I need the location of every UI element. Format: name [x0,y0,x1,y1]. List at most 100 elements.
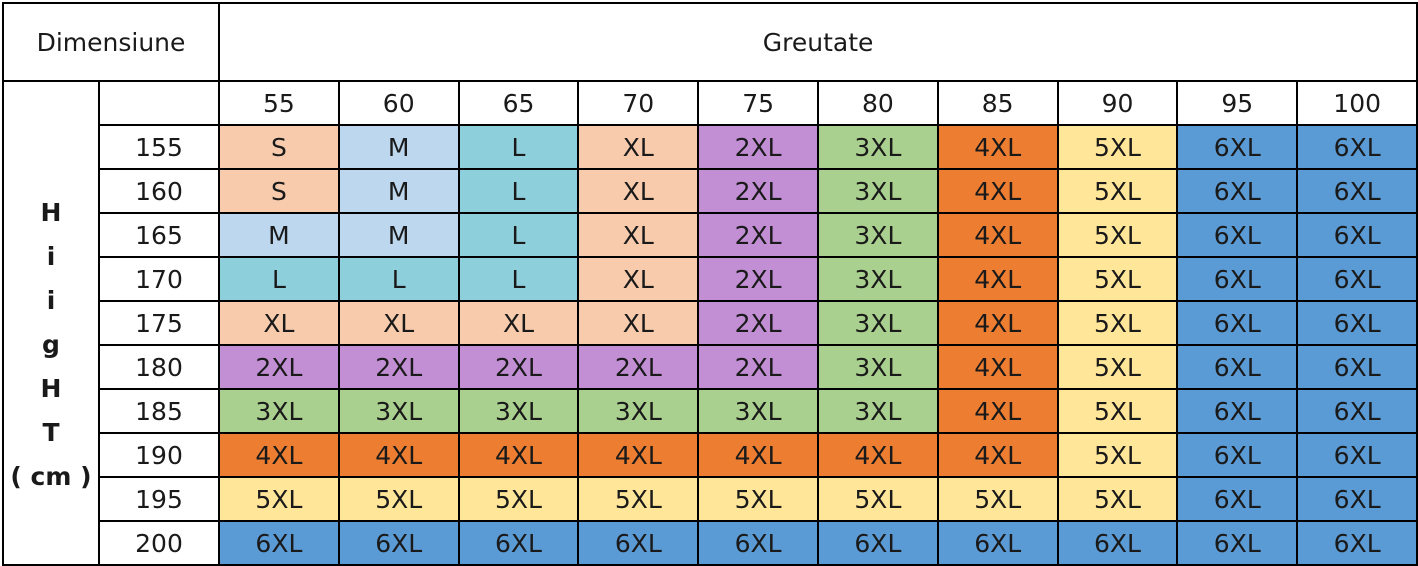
weight-value-cell: 65 [457,80,580,126]
height-value-cell: 195 [97,476,221,522]
size-cell: 2XL [337,344,460,390]
table-row: 170 L L L XL 2XL 3XL 4XL 5XL 6XL 6XL [3,256,1418,302]
table-row: 160 S M L XL 2XL 3XL 4XL 5XL 6XL 6XL [3,168,1418,214]
size-cell: 2XL [218,344,340,390]
size-cell: 5XL [1056,168,1179,214]
size-cell: 5XL [337,476,460,522]
size-cell: 3XL [817,344,939,390]
size-cell: 6XL [1176,344,1299,390]
size-cell: 6XL [1296,124,1418,170]
size-cell: 4XL [218,432,340,478]
size-cell: 6XL [1176,476,1299,522]
size-cell: 5XL [817,476,939,522]
size-cell: 6XL [1296,168,1418,214]
height-value-cell: 165 [97,212,221,258]
size-cell: L [457,124,580,170]
dimension-header: Dimensiune [1,2,221,82]
size-cell: 6XL [1176,256,1299,302]
weight-value-cell: 85 [936,80,1059,126]
size-cell: L [457,256,580,302]
size-cell: 6XL [1296,300,1418,346]
size-cell: XL [577,212,700,258]
size-cell: XL [337,300,460,346]
weight-value-cell: 55 [218,80,340,126]
height-value-cell: 185 [97,388,221,434]
size-cell: M [218,212,340,258]
size-cell: 2XL [697,300,819,346]
size-cell: 2XL [697,212,819,258]
height-value-cell: 170 [97,256,221,302]
size-cell: XL [457,300,580,346]
size-cell: 3XL [817,168,939,214]
height-value-cell: 160 [97,168,221,214]
size-cell: 2XL [697,256,819,302]
weights-corner-cell [97,80,221,126]
side-label-char: i [46,242,56,271]
size-cell: 3XL [817,256,939,302]
size-cell: 6XL [936,520,1059,566]
size-cell: 2XL [697,124,819,170]
size-cell: 2XL [697,168,819,214]
size-cell: 5XL [1056,300,1179,346]
table-row: 175 XL XL XL XL 2XL 3XL 4XL 5XL 6XL 6XL [3,300,1418,346]
side-label-char: H [40,198,62,227]
size-cell: 3XL [817,124,939,170]
weight-value-cell: 95 [1176,80,1299,126]
size-cell: 6XL [1296,432,1418,478]
height-value-cell: 190 [97,432,221,478]
size-cell: 5XL [1056,388,1179,434]
size-cell: 6XL [1176,300,1299,346]
size-cell: 6XL [218,520,340,566]
size-cell: 6XL [1176,520,1299,566]
size-cell: 6XL [1176,432,1299,478]
size-cell: 6XL [697,520,819,566]
header-row: Dimensiune Greutate [1,2,1418,82]
size-cell: M [337,168,460,214]
size-cell: 3XL [697,388,819,434]
size-cell: XL [577,256,700,302]
weight-value-cell: 90 [1056,80,1179,126]
size-cell: 4XL [936,388,1059,434]
size-cell: 6XL [1296,344,1418,390]
size-cell: 5XL [457,476,580,522]
size-cell: 4XL [817,432,939,478]
size-cell: 3XL [337,388,460,434]
size-cell: 4XL [577,432,700,478]
size-cell: 3XL [817,300,939,346]
weight-value-cell: 100 [1296,80,1418,126]
size-cell: 5XL [1056,476,1179,522]
table-row: 165 M M L XL 2XL 3XL 4XL 5XL 6XL 6XL [3,212,1418,258]
side-label-char: ( cm ) [10,462,92,491]
size-cell: 4XL [936,344,1059,390]
size-cell: 5XL [1056,256,1179,302]
size-cell: 4XL [936,124,1059,170]
size-cell: 3XL [457,388,580,434]
size-cell: 4XL [936,168,1059,214]
size-cell: 6XL [817,520,939,566]
side-label-char: H [40,374,62,403]
size-cell: 4XL [337,432,460,478]
side-label-char: g [42,330,60,359]
size-cell: XL [577,300,700,346]
size-cell: 6XL [1296,388,1418,434]
table-row: 185 3XL 3XL 3XL 3XL 3XL 3XL 4XL 5XL 6XL 6XL [3,388,1418,434]
size-cell: 5XL [1056,124,1179,170]
size-cell: 6XL [1176,124,1299,170]
height-value-cell: 175 [97,300,221,346]
weight-header: Greutate [218,2,1418,82]
size-cell: 6XL [1296,212,1418,258]
size-cell: 6XL [1176,388,1299,434]
size-cell: XL [218,300,340,346]
weight-value-cell: 75 [697,80,819,126]
height-value-cell: 180 [97,344,221,390]
height-value-cell: 155 [97,124,221,170]
size-cell: 5XL [1056,212,1179,258]
size-cell: 4XL [936,432,1059,478]
size-cell: 5XL [936,476,1059,522]
size-cell: 5XL [218,476,340,522]
weight-value-cell: 60 [337,80,460,126]
